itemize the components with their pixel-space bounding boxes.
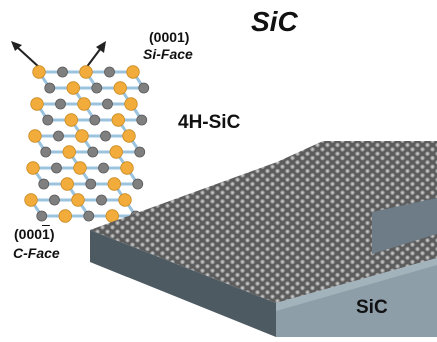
c-atom: [36, 210, 48, 222]
c-face-label: C-Face: [13, 245, 60, 261]
miller-overbar-digit: 1: [42, 226, 50, 242]
si-atom: [28, 129, 42, 143]
c-atom: [91, 82, 103, 94]
slab-side-face: [90, 230, 276, 337]
arrow-right-icon: [85, 41, 106, 69]
si-atom: [113, 81, 127, 95]
si-face-label: Si-Face: [143, 46, 193, 62]
si-atom: [118, 193, 132, 207]
c-atom: [85, 178, 97, 190]
c-atom: [89, 114, 101, 126]
slab-front-shade: [276, 258, 437, 311]
si-atom: [124, 97, 138, 111]
si-atom: [24, 193, 38, 207]
c-atom: [136, 114, 148, 126]
c-atom: [132, 178, 144, 190]
c-atom: [83, 210, 95, 222]
si-atom: [66, 81, 80, 95]
si-atom: [60, 177, 74, 191]
si-atom: [122, 129, 136, 143]
si-atom: [30, 97, 44, 111]
c-atom: [51, 162, 62, 174]
slab-step-upper-surface: [277, 141, 437, 162]
c-atom: [42, 114, 54, 126]
diagram-title: SiC: [251, 6, 298, 37]
sic-slab: [90, 141, 437, 337]
si-face-miller-index: (0001): [149, 29, 190, 45]
si-atom: [107, 177, 121, 191]
c-atom: [134, 146, 146, 158]
c-atom: [138, 82, 150, 94]
c-atom: [96, 194, 107, 206]
si-atom: [71, 193, 85, 207]
si-atom: [120, 161, 134, 175]
si-atom: [32, 65, 46, 79]
c-atom: [49, 194, 60, 206]
si-atom: [75, 129, 89, 143]
slab-label: SiC: [356, 297, 388, 318]
slab-front-face: [276, 258, 437, 337]
c-atom: [87, 146, 99, 158]
si-atom: [64, 113, 78, 127]
slab-step-face: [372, 198, 437, 254]
c-atom: [57, 66, 68, 78]
si-atom: [126, 65, 140, 79]
si-atom: [58, 209, 72, 223]
si-atom: [62, 145, 76, 159]
c-atom: [98, 162, 109, 174]
arrow-left-icon: [11, 41, 41, 69]
crystal-lattice: [24, 65, 150, 223]
c-atom: [44, 82, 56, 94]
c-atom: [100, 130, 111, 142]
c-atom: [55, 98, 66, 110]
lattice-atoms: [24, 65, 150, 223]
surface-arrows: [11, 41, 106, 69]
c-atom: [102, 98, 113, 110]
c-atom: [104, 66, 115, 78]
si-atom: [111, 113, 125, 127]
c-atom: [38, 178, 50, 190]
si-atom: [77, 97, 91, 111]
si-atom: [79, 65, 93, 79]
si-atom: [109, 145, 123, 159]
si-atom: [73, 161, 87, 175]
slab-top-surface: [90, 162, 437, 303]
polytype-label: 4H-SiC: [178, 112, 241, 133]
c-face-miller-index: (0001): [14, 226, 55, 242]
c-atom: [53, 130, 64, 142]
c-atom: [40, 146, 52, 158]
si-atom: [26, 161, 40, 175]
